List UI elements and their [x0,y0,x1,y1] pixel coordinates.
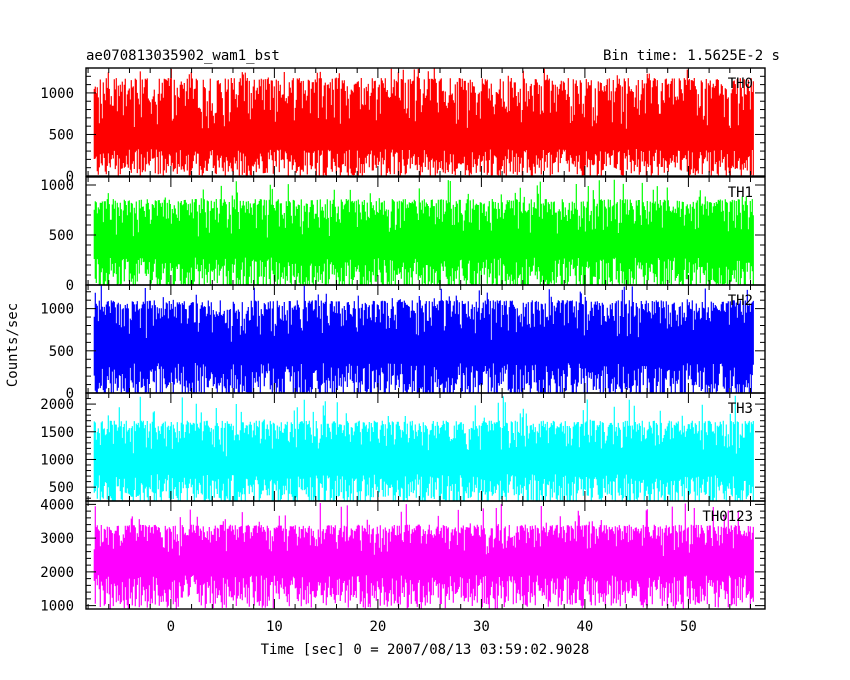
y-tick-label: 1000 [40,178,74,194]
series-th1 [93,179,754,285]
y-tick-label: 2000 [40,565,74,581]
y-tick-label: 3000 [40,531,74,547]
panel-th1: 0 500 1000 TH1 [40,176,766,294]
y-tick-label: 1000 [40,86,74,102]
panel-name-th2: TH2 [728,293,753,309]
panel-frame [85,500,766,610]
panel-th0: 0 500 1000 TH0 [40,67,766,185]
x-tick-label: 30 [473,619,490,635]
bin-time-label: Bin time: 1.5625E-2 s [603,48,780,64]
y-tick-label: 1000 [40,452,74,468]
y-tick-label: 0 [66,386,74,402]
x-tick-label: 50 [680,619,697,635]
panel-th3: 500 1000 1500 2000 TH3 [40,392,766,502]
panel-name-th0123: TH0123 [702,509,753,525]
y-tick-label: 500 [49,127,74,143]
y-tick-label: 0 [66,278,74,294]
series-th2 [93,285,754,393]
x-axis-label: Time [sec] 0 = 2007/08/13 03:59:02.9028 [261,642,590,658]
y-tick-label: 1000 [40,599,74,615]
plot-title: ae070813035902_wam1_bst [86,48,280,64]
panel-th2: 0 500 1000 TH2 [40,284,766,402]
x-tick-label: 0 [167,619,175,635]
y-tick-label: 0 [66,169,74,185]
panel-name-th0: TH0 [728,76,753,92]
panel-name-th3: TH3 [728,401,753,417]
x-tick-label: 20 [369,619,386,635]
y-axis-label: Counts/sec [5,303,21,387]
y-tick-label: 500 [49,228,74,244]
x-tick-label: 40 [576,619,593,635]
panel-th0123: 1000 2000 3000 4000 TH0123 [40,497,766,615]
series-th3 [93,395,754,501]
y-tick-label: 500 [49,344,74,360]
panel-name-th1: TH1 [728,185,753,201]
y-tick-label: 4000 [40,497,74,513]
y-tick-label: 500 [49,480,74,496]
x-tick-label: 10 [266,619,283,635]
panel-frame [85,67,766,177]
y-tick-label: 1000 [40,302,74,318]
y-tick-label: 1500 [40,425,74,441]
series-th0123 [93,503,754,609]
y-tick-label: 2000 [40,397,74,413]
series-th0 [93,68,754,176]
